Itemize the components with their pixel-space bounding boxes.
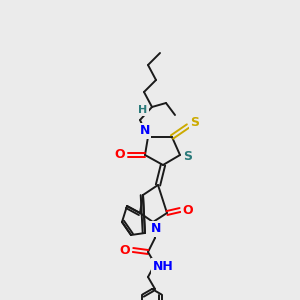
Text: S: S: [184, 151, 193, 164]
Text: O: O: [183, 203, 193, 217]
Text: N: N: [151, 223, 161, 236]
Text: O: O: [115, 148, 125, 161]
Text: NH: NH: [153, 260, 173, 272]
Text: H: H: [138, 105, 148, 115]
Text: O: O: [120, 244, 130, 256]
Text: S: S: [190, 116, 200, 130]
Text: N: N: [140, 124, 150, 137]
